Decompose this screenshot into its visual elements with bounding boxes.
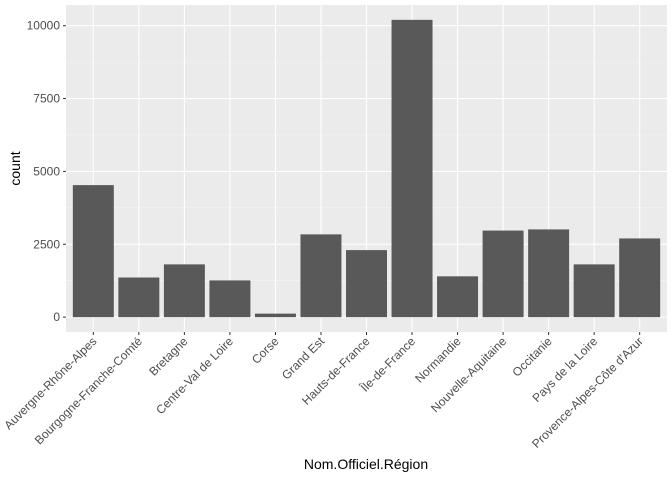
bar	[346, 250, 387, 318]
bar	[163, 264, 205, 318]
x-tick-label: Grand Est	[279, 334, 328, 383]
bar	[254, 313, 296, 318]
x-axis-title: Nom.Officiel.Région	[304, 456, 428, 472]
bars	[72, 19, 661, 318]
x-axis: Auvergne-Rhône-AlpesBourgogne-Franche-Co…	[1, 332, 646, 451]
bar	[300, 234, 342, 318]
x-tick-label: Centre-Val de Loire	[153, 334, 236, 417]
bar	[573, 264, 615, 318]
bar	[619, 238, 661, 318]
x-tick-label: Nouvelle-Aquitaine	[428, 334, 509, 415]
y-tick-label: 7500	[33, 92, 60, 106]
x-tick-label: Corse	[249, 334, 282, 367]
x-tick-label: Occitanie	[509, 334, 555, 380]
bar	[391, 19, 433, 318]
y-tick-label: 2500	[33, 237, 60, 251]
x-tick-label: Bretagne	[146, 334, 191, 379]
bar	[72, 185, 114, 318]
bar	[528, 229, 570, 318]
y-tick-label: 10000	[27, 19, 61, 33]
y-axis-title: count	[7, 151, 23, 185]
y-axis: 0 2500 5000 7500 10000	[27, 19, 66, 324]
bar	[437, 276, 479, 318]
y-tick-label: 5000	[33, 164, 60, 178]
bar	[482, 230, 524, 318]
y-tick-label: 0	[53, 310, 60, 324]
bar	[209, 280, 251, 318]
bar	[118, 277, 160, 318]
